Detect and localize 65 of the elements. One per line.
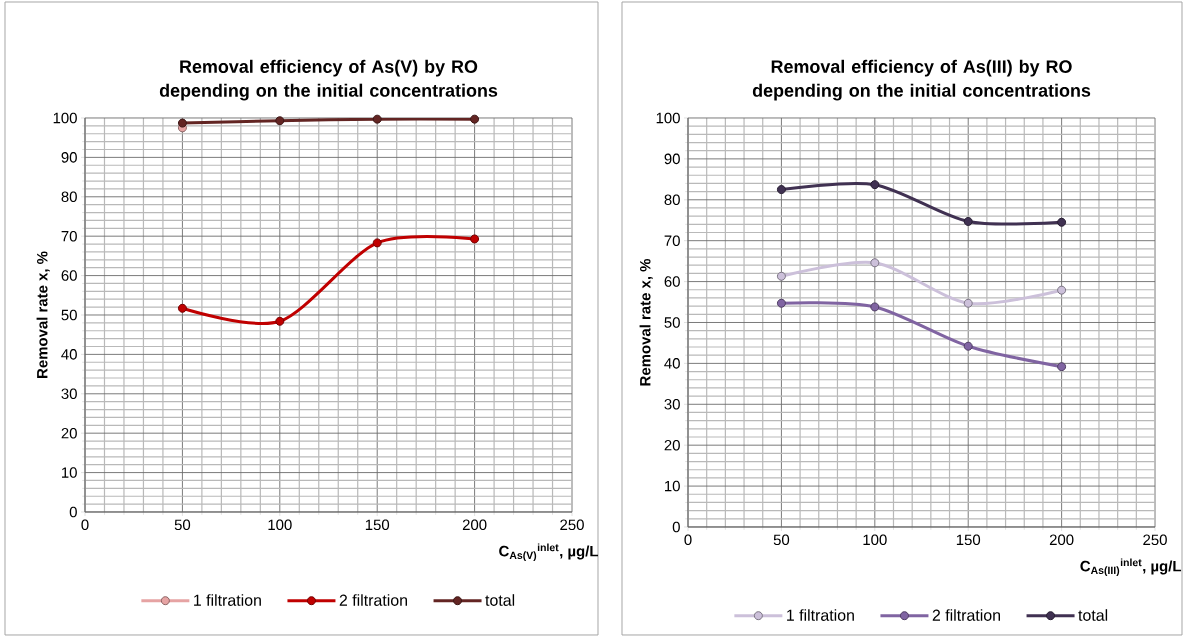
- y-tick-label: 70: [664, 235, 680, 246]
- point: [275, 316, 285, 326]
- y-tick-label: 50: [61, 309, 77, 321]
- point: [1057, 285, 1067, 295]
- chart-title: Removal efficiency of As(V) by RO depending on the initial concentrations: [159, 59, 498, 101]
- point: [1057, 217, 1067, 227]
- legend-label: total: [1078, 609, 1108, 621]
- point: [870, 302, 880, 312]
- y-tick-label: 60: [664, 276, 680, 287]
- point: [963, 298, 973, 308]
- y-tick-label: 10: [665, 480, 680, 492]
- y-tick-label: 40: [664, 358, 680, 369]
- x-tick-label: 100: [863, 534, 887, 546]
- x-tick-label: 150: [365, 519, 390, 531]
- x-tick-label: 0: [81, 519, 89, 531]
- y-tick-label: 30: [664, 398, 680, 410]
- point: [776, 271, 786, 281]
- point: [470, 234, 480, 244]
- y-tick-label: 20: [61, 427, 77, 439]
- point: [870, 258, 880, 268]
- y-tick-label: 70: [61, 230, 77, 242]
- point: [275, 116, 285, 126]
- y-tick-label: 10: [62, 467, 77, 478]
- legend-label: total: [485, 594, 515, 606]
- x-axis-title: C$_{As(III)}$$^{inlet}$, µg/L: [1080, 558, 1182, 577]
- y-tick-label: 80: [664, 194, 680, 206]
- x-tick-label: 200: [1049, 534, 1074, 546]
- point: [372, 238, 382, 248]
- point: [870, 180, 880, 190]
- y-tick-label: 90: [61, 152, 77, 163]
- y-tick-label: 80: [61, 191, 77, 203]
- x-tick-label: 250: [560, 519, 584, 531]
- point: [372, 114, 382, 124]
- point: [963, 216, 973, 226]
- legend-label: 1 filtration: [787, 609, 854, 621]
- point: [776, 185, 786, 195]
- x-tick-label: 50: [773, 534, 790, 546]
- point: [470, 114, 480, 124]
- y-axis-title: Removal rate x, %: [36, 251, 50, 378]
- y-tick-label: 60: [61, 270, 77, 281]
- chart-title: Removal efficiency of As(III) by RO depending on the initial concentrations: [752, 59, 1091, 101]
- y-tick-label: 0: [69, 506, 77, 518]
- y-tick-label: 20: [664, 439, 680, 451]
- point: [963, 341, 973, 351]
- y-tick-label: 90: [664, 153, 680, 165]
- x-tick-label: 250: [1143, 534, 1167, 546]
- point: [177, 303, 187, 313]
- y-tick-label: 50: [664, 317, 680, 328]
- x-tick-label: 150: [956, 534, 981, 546]
- legend-label: 2 filtration: [339, 594, 407, 606]
- x-tick-label: 200: [462, 519, 487, 531]
- y-tick-label: 100: [53, 112, 77, 124]
- x-tick-label: 0: [684, 534, 692, 546]
- y-axis-title: Removal rate x, %: [639, 258, 653, 386]
- point: [177, 118, 187, 128]
- y-tick-label: 30: [61, 388, 77, 400]
- x-axis-title: C$_{As(V)}$$^{inlet}$, µg/L: [499, 543, 599, 562]
- point: [1057, 362, 1067, 372]
- y-tick-label: 100: [656, 112, 680, 124]
- legend-label: 1 filtration: [194, 594, 261, 606]
- point: [776, 298, 786, 308]
- x-tick-label: 50: [174, 519, 191, 531]
- legend-label: 2 filtration: [932, 609, 1000, 621]
- y-tick-label: 40: [61, 349, 77, 360]
- x-tick-label: 100: [268, 519, 292, 531]
